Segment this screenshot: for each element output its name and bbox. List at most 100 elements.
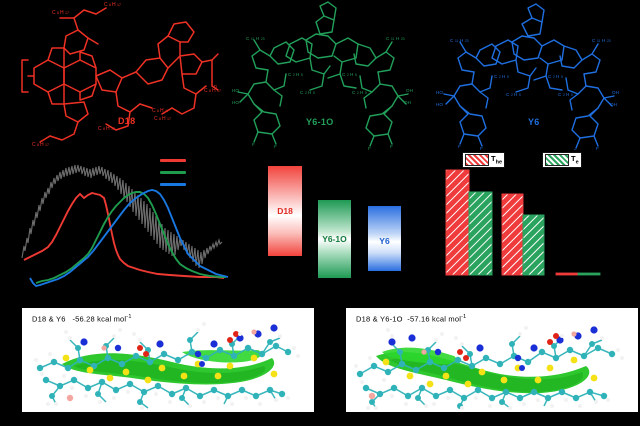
svg-text:F: F [274, 144, 277, 149]
svg-text:C: C [288, 72, 292, 77]
svg-text:5: 5 [301, 73, 303, 77]
nci-caption-exponent-d18-y6: -1 [126, 314, 132, 320]
svg-text:HO: HO [436, 90, 443, 95]
svg-text:H: H [256, 36, 259, 41]
bar-t-e-2 [522, 214, 545, 276]
svg-text:C: C [450, 38, 454, 43]
svg-text:5: 5 [355, 73, 357, 77]
svg-text:11: 11 [391, 37, 395, 41]
svg-text:H: H [556, 74, 559, 79]
molecule-label-y6: Y6 [528, 117, 540, 127]
svg-text:23: 23 [261, 37, 265, 41]
svg-text:11: 11 [597, 39, 601, 43]
svg-text:F: F [368, 146, 371, 150]
bar-t-e-3 [577, 272, 601, 276]
svg-text:8: 8 [57, 11, 59, 15]
energy-label-y6-1o: Y6-1O [322, 234, 347, 244]
nci-isosurface-d18-y6-1o [354, 326, 624, 410]
svg-text:H: H [106, 126, 110, 132]
svg-text:23: 23 [607, 39, 611, 43]
bar-t-he-2 [501, 193, 524, 276]
svg-text:F: F [574, 148, 577, 150]
svg-text:OH: OH [404, 100, 411, 105]
nci-caption-pair-d18-y6: D18 & Y6 [32, 314, 66, 324]
svg-text:F: F [596, 146, 599, 150]
svg-text:C: C [558, 92, 562, 97]
svg-text:H: H [40, 142, 44, 148]
molecule-label-y6-1o: Y6-1O [306, 117, 334, 127]
svg-text:C: C [52, 10, 56, 16]
svg-text:5: 5 [507, 75, 509, 79]
energy-level-y6: Y6 [368, 206, 401, 271]
svg-text:H: H [60, 10, 64, 16]
svg-text:17: 17 [217, 89, 221, 93]
nci-panel-d18-y6-1o: D18 & Y6-1O -57.16 kcal mol-1 [346, 308, 638, 412]
bar-t-he-3 [555, 272, 579, 276]
svg-text:2: 2 [347, 73, 349, 77]
svg-text:17: 17 [165, 109, 169, 113]
svg-text:2: 2 [293, 73, 295, 77]
molecule-label-d18: D18 [118, 116, 136, 126]
svg-text:HO: HO [232, 88, 239, 93]
transfer-integral-plot [445, 169, 601, 276]
svg-text:11: 11 [455, 39, 459, 43]
svg-text:23: 23 [465, 39, 469, 43]
svg-text:HO: HO [232, 100, 239, 105]
svg-text:H: H [460, 38, 463, 43]
solar-spectrum-curve [21, 164, 223, 269]
svg-text:5: 5 [571, 93, 573, 97]
nci-panel-d18-y6: D18 & Y6 -56.28 kcal mol-1 [22, 308, 314, 412]
svg-text:17: 17 [111, 127, 115, 131]
bar-t-e-1 [468, 191, 493, 276]
svg-text:11: 11 [251, 37, 255, 41]
legend-swatch-t-e [545, 154, 569, 166]
svg-text:5: 5 [561, 75, 563, 79]
legend-label-t-he-sub: he [495, 159, 503, 165]
energy-label-y6: Y6 [379, 236, 390, 246]
svg-text:C: C [494, 74, 498, 79]
svg-text:H: H [162, 116, 166, 122]
svg-text:H: H [308, 90, 311, 95]
d18-absorption-curve [23, 191, 225, 279]
legend-label-t-e-sub: e [575, 159, 579, 165]
nci-caption-d18-y6-1o: D18 & Y6-1O -57.16 kcal mol-1 [356, 314, 466, 324]
svg-text:F: F [252, 142, 255, 147]
energy-bar-y6 [368, 206, 401, 271]
energy-bar-d18 [268, 166, 302, 256]
svg-text:H: H [566, 92, 569, 97]
svg-text:H: H [360, 90, 363, 95]
y6-absorption-curve [29, 189, 229, 288]
svg-text:C: C [246, 36, 250, 41]
legend-label-t-e-main: T [571, 153, 576, 163]
spectrum-legend-swatch-y6 [160, 183, 186, 186]
svg-text:2: 2 [511, 93, 513, 97]
legend-label-t-he-main: T [491, 153, 496, 163]
svg-text:H: H [514, 92, 517, 97]
bar-t-he-1 [445, 169, 470, 276]
energy-label-d18: D18 [277, 206, 293, 216]
legend-label-t-he: The [491, 153, 503, 166]
svg-text:2: 2 [553, 75, 555, 79]
svg-text:H: H [112, 2, 116, 8]
transfer-integral-bar-chart: The Te [424, 150, 640, 295]
nci-caption-d18-y6: D18 & Y6 -56.28 kcal mol-1 [32, 314, 132, 324]
svg-text:H: H [212, 88, 216, 94]
svg-text:17: 17 [117, 3, 121, 7]
svg-text:H: H [160, 108, 164, 114]
svg-text:2: 2 [563, 93, 565, 97]
svg-text:23: 23 [401, 37, 405, 41]
nci-caption-energy-d18-y6: -56.28 kcal mol [72, 314, 127, 324]
energy-level-diagram: D18 Y6-1O Y6 [236, 150, 422, 295]
svg-text:H: H [602, 38, 605, 43]
spectrum-legend-swatch-y6-1o [160, 171, 186, 174]
svg-text:2: 2 [357, 91, 359, 95]
svg-text:C: C [352, 90, 356, 95]
energy-bar-y6-1o [318, 200, 351, 278]
svg-text:HO: HO [436, 102, 443, 107]
svg-text:C: C [98, 126, 102, 132]
svg-text:C: C [154, 116, 158, 122]
svg-text:8: 8 [103, 127, 105, 131]
